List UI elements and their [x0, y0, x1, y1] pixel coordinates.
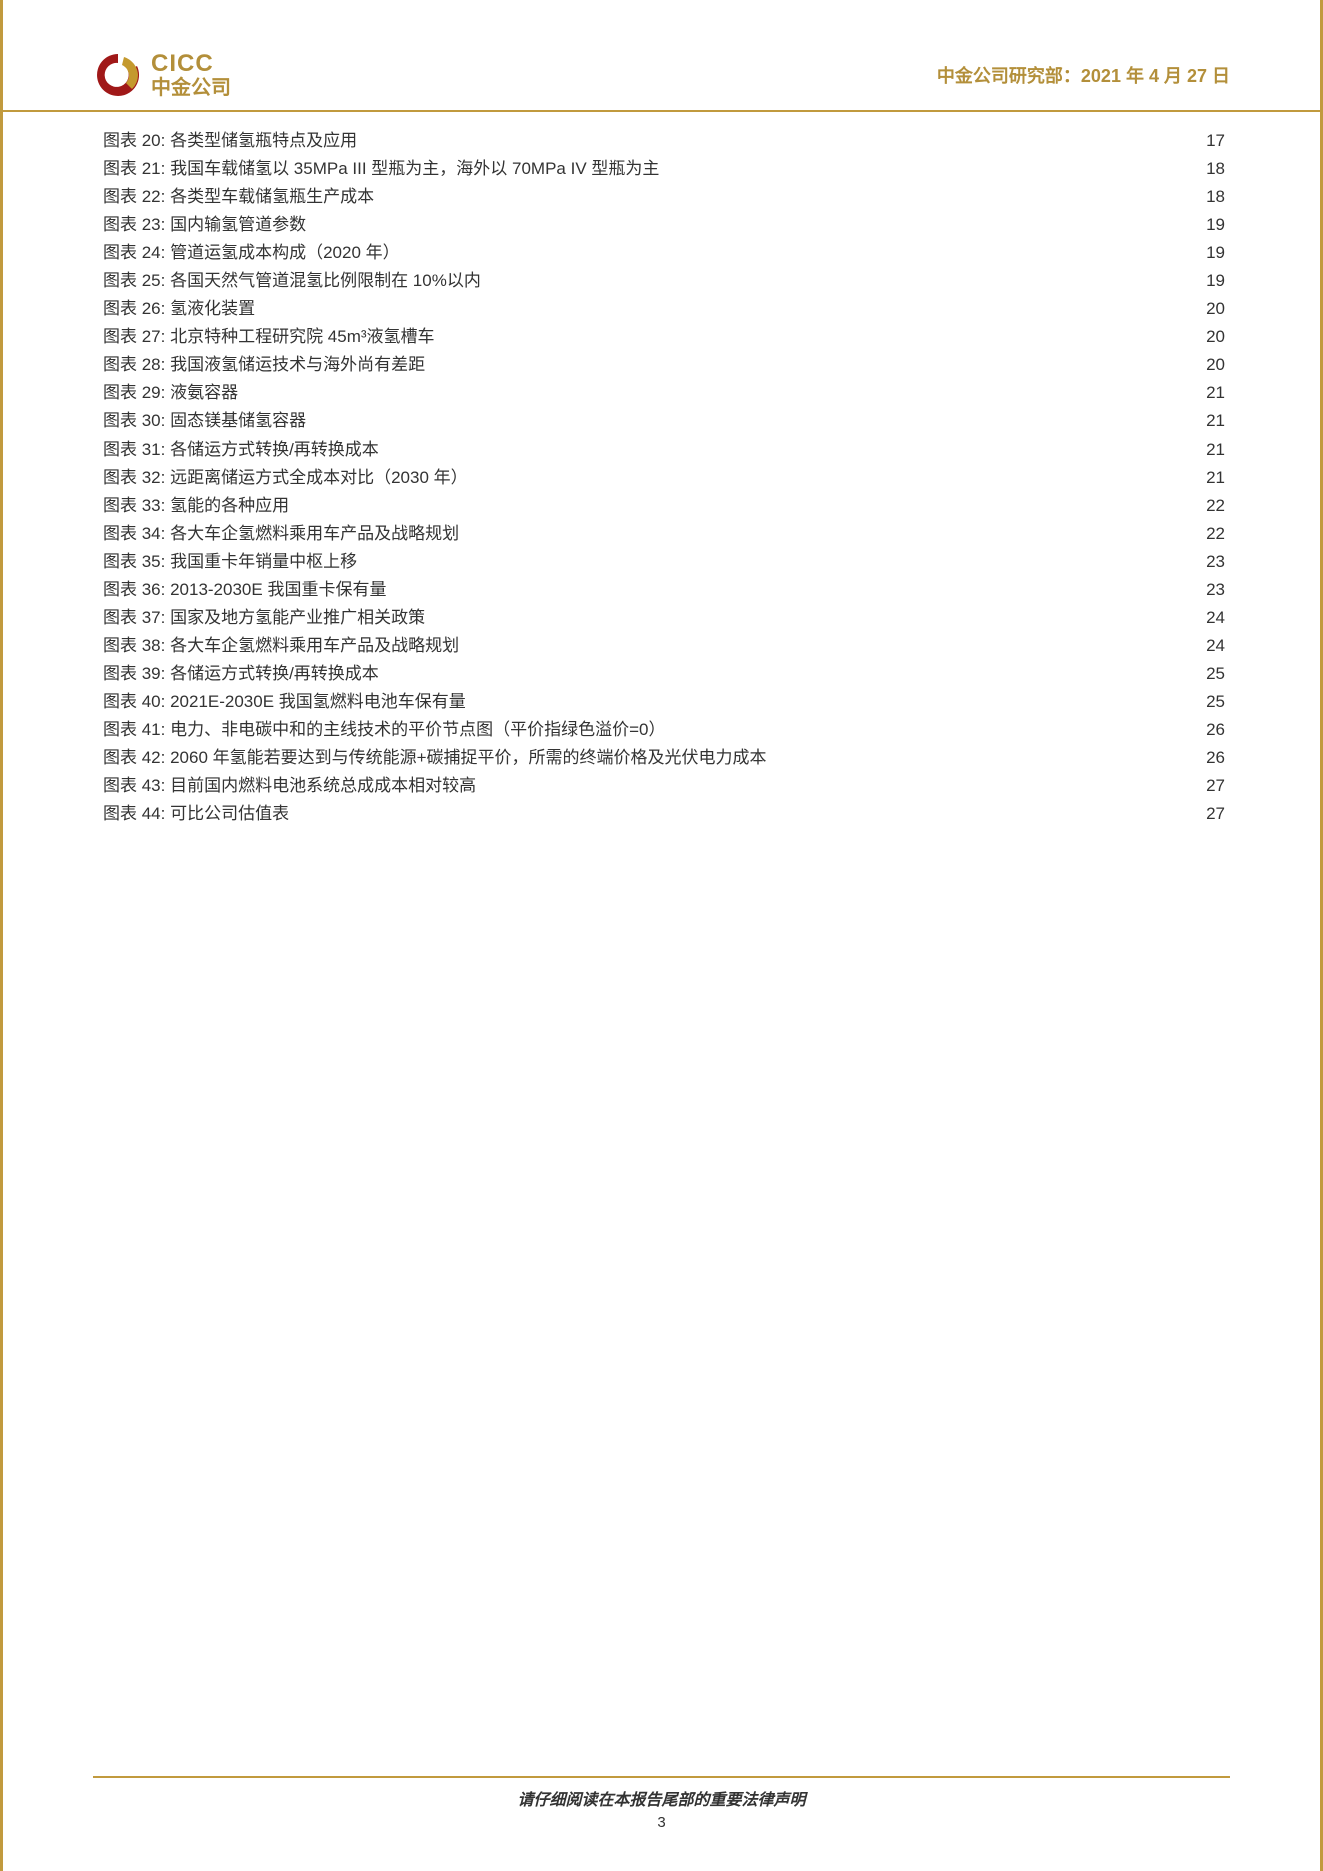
toc-row: 图表 40: 2021E-2030E 我国氢燃料电池车保有量 25: [103, 688, 1225, 716]
toc-page-number: 23: [1206, 576, 1225, 604]
page-container: CICC 中金公司 中金公司研究部：2021 年 4 月 27 日 图表 20:…: [0, 0, 1323, 1871]
toc-page-number: 19: [1206, 267, 1225, 295]
footer-disclaimer: 请仔细阅读在本报告尾部的重要法律声明: [3, 1786, 1320, 1810]
toc-page-number: 21: [1206, 436, 1225, 464]
toc-page-number: 19: [1206, 211, 1225, 239]
toc-page-number: 27: [1206, 800, 1225, 828]
toc-entry-label: 图表 35: 我国重卡年销量中枢上移: [103, 548, 357, 576]
toc-entry-label: 图表 40: 2021E-2030E 我国氢燃料电池车保有量: [103, 688, 466, 716]
toc-row: 图表 30: 固态镁基储氢容器 21: [103, 407, 1225, 435]
toc-entry-label: 图表 44: 可比公司估值表: [103, 800, 289, 828]
toc-page-number: 18: [1206, 155, 1225, 183]
toc-row: 图表 39: 各储运方式转换/再转换成本 25: [103, 660, 1225, 688]
toc-row: 图表 44: 可比公司估值表 27: [103, 800, 1225, 828]
toc-entry-label: 图表 23: 国内输氢管道参数: [103, 211, 306, 239]
toc-row: 图表 21: 我国车载储氢以 35MPa III 型瓶为主，海外以 70MPa …: [103, 155, 1225, 183]
toc-page-number: 21: [1206, 379, 1225, 407]
logo-text: CICC 中金公司: [151, 51, 231, 99]
toc-row: 图表 32: 远距离储运方式全成本对比（2030 年） 21: [103, 464, 1225, 492]
toc-row: 图表 38: 各大车企氢燃料乘用车产品及战略规划 24: [103, 632, 1225, 660]
toc-page-number: 26: [1206, 744, 1225, 772]
toc-entry-label: 图表 34: 各大车企氢燃料乘用车产品及战略规划: [103, 520, 459, 548]
toc-entry-label: 图表 20: 各类型储氢瓶特点及应用: [103, 127, 357, 155]
toc-row: 图表 27: 北京特种工程研究院 45m³液氢槽车 20: [103, 323, 1225, 351]
toc-entry-label: 图表 39: 各储运方式转换/再转换成本: [103, 660, 379, 688]
toc-entry-label: 图表 38: 各大车企氢燃料乘用车产品及战略规划: [103, 632, 459, 660]
toc-entry-label: 图表 21: 我国车载储氢以 35MPa III 型瓶为主，海外以 70MPa …: [103, 155, 659, 183]
toc-row: 图表 24: 管道运氢成本构成（2020 年） 19: [103, 239, 1225, 267]
toc-row: 图表 23: 国内输氢管道参数 19: [103, 211, 1225, 239]
toc-entry-label: 图表 43: 目前国内燃料电池系统总成成本相对较高: [103, 772, 476, 800]
toc-page-number: 25: [1206, 688, 1225, 716]
toc-page-number: 27: [1206, 772, 1225, 800]
toc-row: 图表 33: 氢能的各种应用 22: [103, 492, 1225, 520]
footer-page-number: 3: [3, 1814, 1320, 1831]
toc-content: 图表 20: 各类型储氢瓶特点及应用 17图表 21: 我国车载储氢以 35MP…: [3, 112, 1320, 828]
toc-entry-label: 图表 32: 远距离储运方式全成本对比（2030 年）: [103, 464, 468, 492]
toc-row: 图表 26: 氢液化装置 20: [103, 295, 1225, 323]
toc-entry-label: 图表 24: 管道运氢成本构成（2020 年）: [103, 239, 400, 267]
toc-row: 图表 43: 目前国内燃料电池系统总成成本相对较高 27: [103, 772, 1225, 800]
toc-entry-label: 图表 27: 北京特种工程研究院 45m³液氢槽车: [103, 323, 435, 351]
toc-page-number: 21: [1206, 407, 1225, 435]
toc-entry-label: 图表 29: 液氨容器: [103, 379, 238, 407]
toc-row: 图表 29: 液氨容器 21: [103, 379, 1225, 407]
toc-row: 图表 42: 2060 年氢能若要达到与传统能源+碳捕捉平价，所需的终端价格及光…: [103, 744, 1225, 772]
toc-row: 图表 31: 各储运方式转换/再转换成本 21: [103, 436, 1225, 464]
logo-english: CICC: [151, 51, 231, 77]
toc-entry-label: 图表 42: 2060 年氢能若要达到与传统能源+碳捕捉平价，所需的终端价格及光…: [103, 744, 767, 772]
toc-row: 图表 20: 各类型储氢瓶特点及应用 17: [103, 127, 1225, 155]
toc-entry-label: 图表 26: 氢液化装置: [103, 295, 255, 323]
toc-page-number: 20: [1206, 323, 1225, 351]
toc-page-number: 26: [1206, 716, 1225, 744]
toc-entry-label: 图表 25: 各国天然气管道混氢比例限制在 10%以内: [103, 267, 481, 295]
cicc-logo-icon: [93, 50, 143, 100]
toc-entry-label: 图表 41: 电力、非电碳中和的主线技术的平价节点图（平价指绿色溢价=0）: [103, 716, 665, 744]
toc-row: 图表 22: 各类型车载储氢瓶生产成本 18: [103, 183, 1225, 211]
toc-page-number: 24: [1206, 632, 1225, 660]
toc-row: 图表 36: 2013-2030E 我国重卡保有量 23: [103, 576, 1225, 604]
toc-row: 图表 25: 各国天然气管道混氢比例限制在 10%以内 19: [103, 267, 1225, 295]
logo-block: CICC 中金公司: [93, 50, 231, 100]
toc-row: 图表 41: 电力、非电碳中和的主线技术的平价节点图（平价指绿色溢价=0） 26: [103, 716, 1225, 744]
page-header: CICC 中金公司 中金公司研究部：2021 年 4 月 27 日: [3, 0, 1320, 112]
toc-row: 图表 37: 国家及地方氢能产业推广相关政策 24: [103, 604, 1225, 632]
footer-divider: [93, 1776, 1230, 1778]
toc-page-number: 19: [1206, 239, 1225, 267]
toc-page-number: 23: [1206, 548, 1225, 576]
toc-row: 图表 35: 我国重卡年销量中枢上移 23: [103, 548, 1225, 576]
toc-page-number: 25: [1206, 660, 1225, 688]
toc-page-number: 18: [1206, 183, 1225, 211]
toc-entry-label: 图表 22: 各类型车载储氢瓶生产成本: [103, 183, 374, 211]
toc-entry-label: 图表 28: 我国液氢储运技术与海外尚有差距: [103, 351, 425, 379]
toc-entry-label: 图表 30: 固态镁基储氢容器: [103, 407, 306, 435]
toc-page-number: 17: [1206, 127, 1225, 155]
toc-entry-label: 图表 31: 各储运方式转换/再转换成本: [103, 436, 379, 464]
toc-row: 图表 34: 各大车企氢燃料乘用车产品及战略规划 22: [103, 520, 1225, 548]
toc-page-number: 24: [1206, 604, 1225, 632]
toc-entry-label: 图表 33: 氢能的各种应用: [103, 492, 289, 520]
toc-page-number: 22: [1206, 492, 1225, 520]
toc-entry-label: 图表 37: 国家及地方氢能产业推广相关政策: [103, 604, 425, 632]
page-footer: 请仔细阅读在本报告尾部的重要法律声明 3: [3, 1776, 1320, 1831]
toc-row: 图表 28: 我国液氢储运技术与海外尚有差距 20: [103, 351, 1225, 379]
toc-page-number: 20: [1206, 351, 1225, 379]
toc-entry-label: 图表 36: 2013-2030E 我国重卡保有量: [103, 576, 386, 604]
header-date: 中金公司研究部：2021 年 4 月 27 日: [937, 62, 1230, 88]
toc-page-number: 21: [1206, 464, 1225, 492]
logo-chinese: 中金公司: [151, 77, 231, 99]
toc-page-number: 20: [1206, 295, 1225, 323]
toc-page-number: 22: [1206, 520, 1225, 548]
